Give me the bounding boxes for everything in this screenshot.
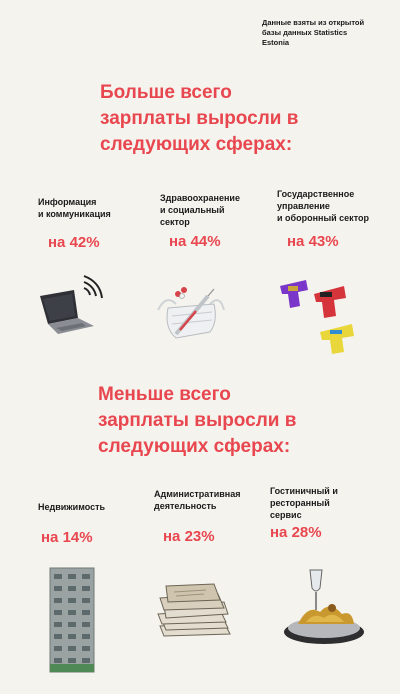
- category-label-healthcare: Здравоохранение и социальный сектор: [160, 192, 240, 228]
- water-guns-icon: [280, 280, 354, 354]
- title-line: следующих сферах:: [98, 436, 291, 458]
- category-label-line: деятельность: [154, 501, 217, 512]
- title-line: зарплаты выросли в: [98, 410, 297, 432]
- category-label-line: и оборонный сектор: [277, 213, 369, 224]
- growth-value-hospitality: на 28%: [270, 524, 322, 541]
- category-label-line: Информация: [38, 197, 97, 207]
- category-label-line: Административная: [154, 489, 241, 499]
- growth-value-real-estate: на 14%: [41, 529, 93, 546]
- category-label-line: Недвижимость: [38, 502, 106, 512]
- category-label-line: Гостиничный и: [270, 486, 338, 496]
- food-tray-icon: [284, 569, 364, 644]
- category-label-real-estate: Недвижимость: [38, 501, 105, 513]
- category-label-line: и социальный: [160, 205, 225, 216]
- category-label-line: управление: [277, 201, 330, 212]
- category-label-hospitality: Гостиничный и ресторанный сервис: [270, 485, 338, 521]
- source-note-line: базы данных Statistics Estonia: [262, 28, 348, 48]
- title-line: Больше всего: [100, 82, 232, 103]
- category-label-line: Здравоохранение: [160, 193, 240, 203]
- category-label-line: сервис: [270, 510, 302, 521]
- title-line: Меньше всего: [98, 384, 231, 405]
- section-title-most: Больше всего зарплаты выросли в следующи…: [100, 80, 298, 159]
- apartment-building-icon: [49, 567, 95, 673]
- growth-value-healthcare: на 44%: [169, 233, 221, 250]
- growth-value-government: на 43%: [287, 233, 339, 250]
- category-label-government: Государственное управление и оборонный с…: [277, 188, 369, 224]
- title-line: зарплаты выросли в: [100, 108, 299, 130]
- source-note: Данные взяты из открытой базы данных Sta…: [262, 18, 366, 48]
- category-label-line: сектор: [160, 217, 190, 228]
- category-label-it: Информация и коммуникация: [38, 196, 111, 220]
- mask-syringe-pills-icon: [157, 287, 225, 339]
- growth-value-administrative: на 23%: [163, 528, 215, 545]
- category-label-line: Государственное: [277, 189, 355, 199]
- title-line: следующих сферах:: [100, 134, 293, 156]
- category-label-line: ресторанный: [270, 498, 330, 509]
- growth-value-it: на 42%: [48, 234, 100, 251]
- paper-stack-icon: [157, 583, 231, 637]
- category-label-line: и коммуникация: [38, 209, 111, 220]
- laptop-wifi-icon: [40, 275, 103, 334]
- section-title-least: Меньше всего зарплаты выросли в следующи…: [98, 382, 296, 461]
- source-note-line: Данные взяты из открытой: [262, 18, 365, 27]
- category-label-administrative: Административная деятельность: [154, 488, 240, 512]
